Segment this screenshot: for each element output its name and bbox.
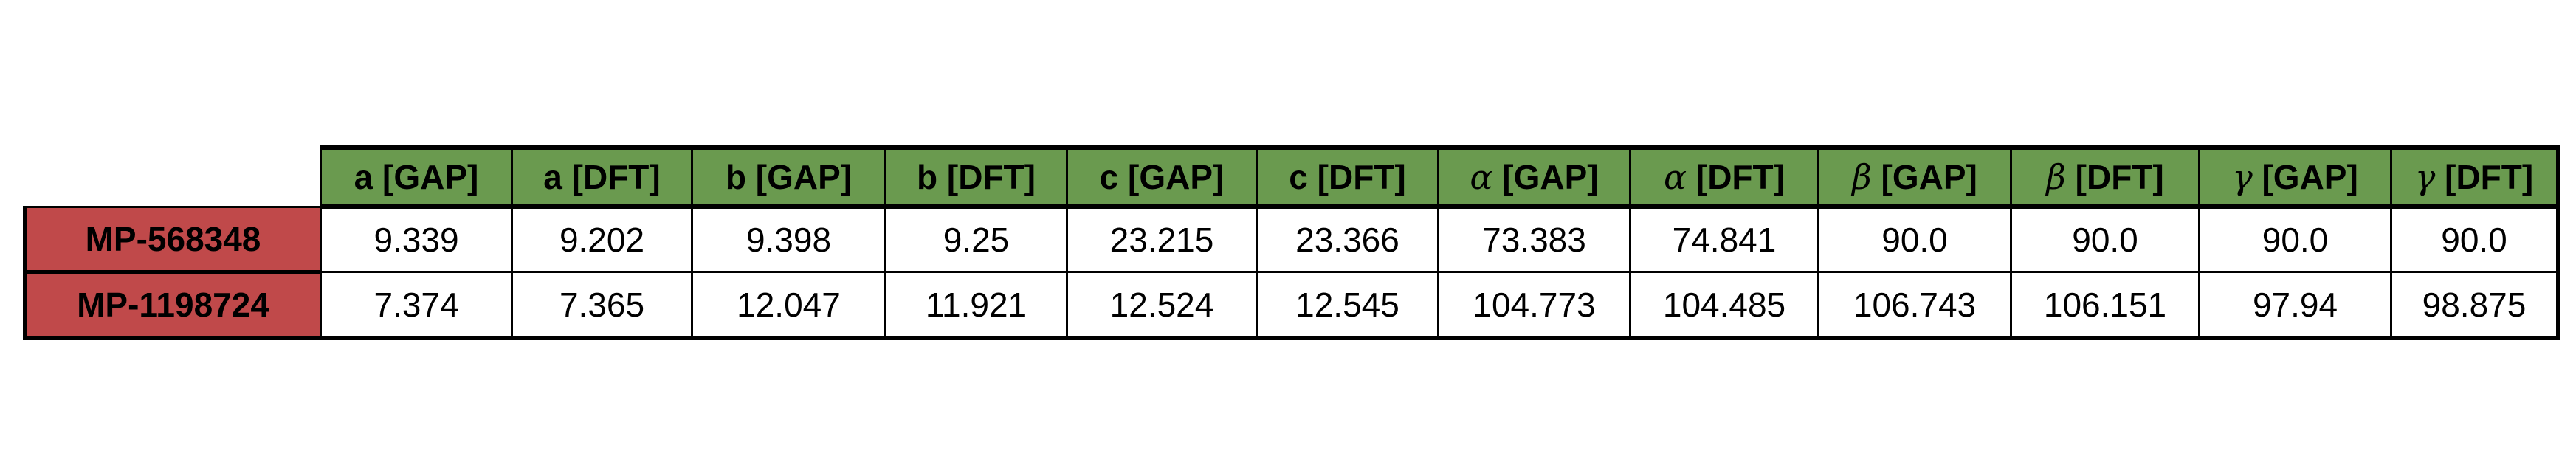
- column-label: [DFT]: [1317, 158, 1406, 196]
- table-cell: 74.841: [1629, 205, 1819, 273]
- column-header: γ [DFT]: [2390, 145, 2560, 209]
- table-cell: 106.743: [1817, 271, 2012, 340]
- table-cell: 73.383: [1437, 205, 1631, 273]
- column-header: a [GAP]: [320, 145, 513, 209]
- column-symbol: γ: [2232, 157, 2253, 197]
- column-label: [DFT]: [2075, 158, 2164, 196]
- column-symbol: α: [1470, 157, 1493, 197]
- column-header: b [GAP]: [691, 145, 886, 209]
- column-header: γ [GAP]: [2198, 145, 2392, 209]
- header-row: a [GAP] a [DFT] b [GAP] b [DFT] c [GAP] c [DF…: [24, 145, 2560, 209]
- column-header: b [DFT]: [884, 145, 1068, 209]
- column-label: [GAP]: [1502, 158, 1599, 196]
- table-cell: 12.524: [1066, 271, 1258, 340]
- column-symbol: b: [725, 158, 746, 196]
- table-cell: 90.0: [1817, 205, 2012, 273]
- column-label: [DFT]: [946, 158, 1036, 196]
- column-symbol: c: [1289, 158, 1308, 196]
- table-cell: 7.365: [511, 271, 693, 340]
- column-symbol: a: [354, 158, 373, 196]
- row-header: MP-568348: [23, 205, 322, 274]
- table-cell: 9.398: [691, 205, 886, 273]
- column-label: [GAP]: [382, 158, 479, 196]
- column-label: [GAP]: [1128, 158, 1225, 196]
- column-header: α [GAP]: [1437, 145, 1631, 209]
- table-cell: 9.202: [511, 205, 693, 273]
- table-cell: 9.25: [884, 205, 1068, 273]
- column-symbol: γ: [2414, 157, 2436, 197]
- column-symbol: b: [917, 158, 938, 196]
- column-label: [GAP]: [1881, 158, 1977, 196]
- lattice-parameters-table: a [GAP] a [DFT] b [GAP] b [DFT] c [GAP] c [DF…: [23, 145, 2560, 340]
- corner-cell: [24, 148, 321, 207]
- column-header: α [DFT]: [1629, 145, 1819, 209]
- table-cell: 90.0: [2198, 205, 2392, 273]
- row-header: MP-1198724: [23, 271, 322, 340]
- table-cell: 90.0: [2390, 205, 2560, 273]
- column-label: [DFT]: [571, 158, 661, 196]
- table-cell: 104.485: [1629, 271, 1819, 340]
- table-cell: 11.921: [884, 271, 1068, 340]
- table-cell: 9.339: [320, 205, 513, 273]
- column-header: c [DFT]: [1256, 145, 1439, 209]
- column-header: a [DFT]: [511, 145, 693, 209]
- column-label: [DFT]: [1695, 158, 1785, 196]
- table-cell: 98.875: [2390, 271, 2560, 340]
- table-row: MP-1198724 7.374 7.365 12.047 11.921 12.524 12…: [23, 271, 2560, 340]
- table-cell: 106.151: [2010, 271, 2200, 340]
- column-symbol: a: [543, 158, 562, 196]
- table-cell: 23.215: [1066, 205, 1258, 273]
- column-header: β [DFT]: [2010, 145, 2200, 209]
- table-cell: 104.773: [1437, 271, 1631, 340]
- column-label: [GAP]: [2262, 158, 2358, 196]
- column-header: β [GAP]: [1817, 145, 2012, 209]
- table-cell: 12.545: [1256, 271, 1439, 340]
- table-cell: 12.047: [691, 271, 886, 340]
- column-symbol: β: [2046, 157, 2066, 197]
- column-label: [GAP]: [755, 158, 853, 196]
- table-row: MP-568348 9.339 9.202 9.398 9.25 23.215 23.366…: [23, 205, 2560, 274]
- table-cell: 90.0: [2010, 205, 2200, 273]
- table-cell: 23.366: [1256, 205, 1439, 273]
- column-symbol: α: [1664, 157, 1687, 197]
- column-header: c [GAP]: [1066, 145, 1258, 209]
- column-label: [DFT]: [2445, 158, 2534, 196]
- table-cell: 7.374: [320, 271, 513, 340]
- column-symbol: c: [1099, 158, 1119, 196]
- table-cell: 97.94: [2198, 271, 2392, 340]
- column-symbol: β: [1852, 157, 1872, 197]
